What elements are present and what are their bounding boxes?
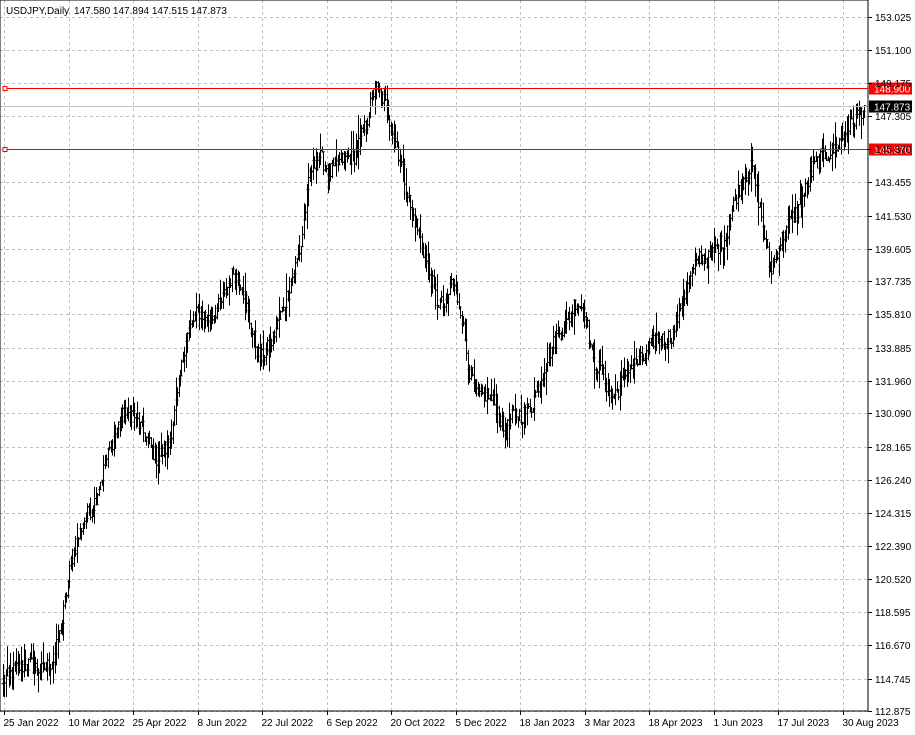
y-tick-label: 147.305 <box>875 112 912 123</box>
hline-price-label: 145.370 <box>874 146 911 157</box>
y-tick-label: 120.520 <box>875 575 912 586</box>
y-tick-label: 149.175 <box>875 79 912 90</box>
y-tick-label: 151.100 <box>875 46 912 57</box>
x-tick-label: 17 Jul 2023 <box>778 718 830 729</box>
y-tick-label: 141.530 <box>875 212 912 223</box>
plot-frame <box>0 0 869 712</box>
ohlc-bars <box>1 80 867 697</box>
x-tick-label: 6 Sep 2022 <box>327 718 379 729</box>
horizontal-lines[interactable]: 147.873 148.900 145.370 <box>0 82 912 157</box>
y-tick-label: 153.025 <box>875 13 912 24</box>
x-tick-label: 18 Jan 2023 <box>520 718 575 729</box>
hline-price-tag <box>869 143 912 156</box>
y-tick-label: 143.455 <box>875 178 912 189</box>
y-tick-label: 118.595 <box>875 608 911 619</box>
x-tick-label: 5 Dec 2022 <box>456 718 508 729</box>
x-tick-label: 10 Mar 2022 <box>69 718 126 729</box>
y-tick-label: 130.090 <box>875 409 912 420</box>
chart-symbol-title: USDJPY,Daily <box>6 6 69 17</box>
y-tick-label: 133.885 <box>875 344 912 355</box>
hline-anchor-handle[interactable] <box>2 147 8 152</box>
time-axis[interactable]: 25 Jan 2022 10 Mar 2022 25 Apr 2022 8 Jun 2… <box>4 711 900 729</box>
hline-price-label: 148.900 <box>874 85 911 96</box>
y-tick-label: 139.605 <box>875 245 912 256</box>
x-tick-label: 3 Mar 2023 <box>585 718 636 729</box>
x-tick-label: 20 Oct 2022 <box>391 718 446 729</box>
y-tick-label: 131.960 <box>875 377 912 388</box>
hline-anchor-handle[interactable] <box>2 86 8 91</box>
x-tick-label: 30 Aug 2023 <box>843 718 900 729</box>
y-tick-label: 112.875 <box>875 707 911 718</box>
y-tick-label: 116.670 <box>875 641 911 652</box>
y-tick-label: 135.810 <box>875 310 912 321</box>
chart-ohlc-readout: 147.580 147.894 147.515 147.873 <box>74 6 227 17</box>
grid <box>0 0 868 712</box>
y-tick-label: 124.315 <box>875 509 912 520</box>
price-axis[interactable]: 153.025 151.100 149.175 147.305 145.370 143.4… <box>868 13 912 718</box>
y-tick-label: 145.370 <box>875 145 912 156</box>
y-tick-label: 114.745 <box>875 675 911 686</box>
x-tick-label: 25 Jan 2022 <box>4 718 59 729</box>
current-price-label: 147.873 <box>874 103 911 114</box>
x-tick-label: 1 Jun 2023 <box>714 718 764 729</box>
x-tick-label: 18 Apr 2023 <box>649 718 703 729</box>
x-tick-label: 22 Jul 2022 <box>262 718 314 729</box>
y-tick-label: 126.240 <box>875 476 912 487</box>
y-tick-label: 137.735 <box>875 277 912 288</box>
current-price-tag <box>869 100 912 113</box>
ohlc-bar <box>862 105 867 118</box>
x-tick-label: 25 Apr 2022 <box>133 718 187 729</box>
y-tick-label: 122.390 <box>875 542 912 553</box>
y-tick-label: 128.165 <box>875 443 912 454</box>
x-tick-label: 8 Jun 2022 <box>198 718 248 729</box>
hline-price-tag <box>869 82 912 95</box>
